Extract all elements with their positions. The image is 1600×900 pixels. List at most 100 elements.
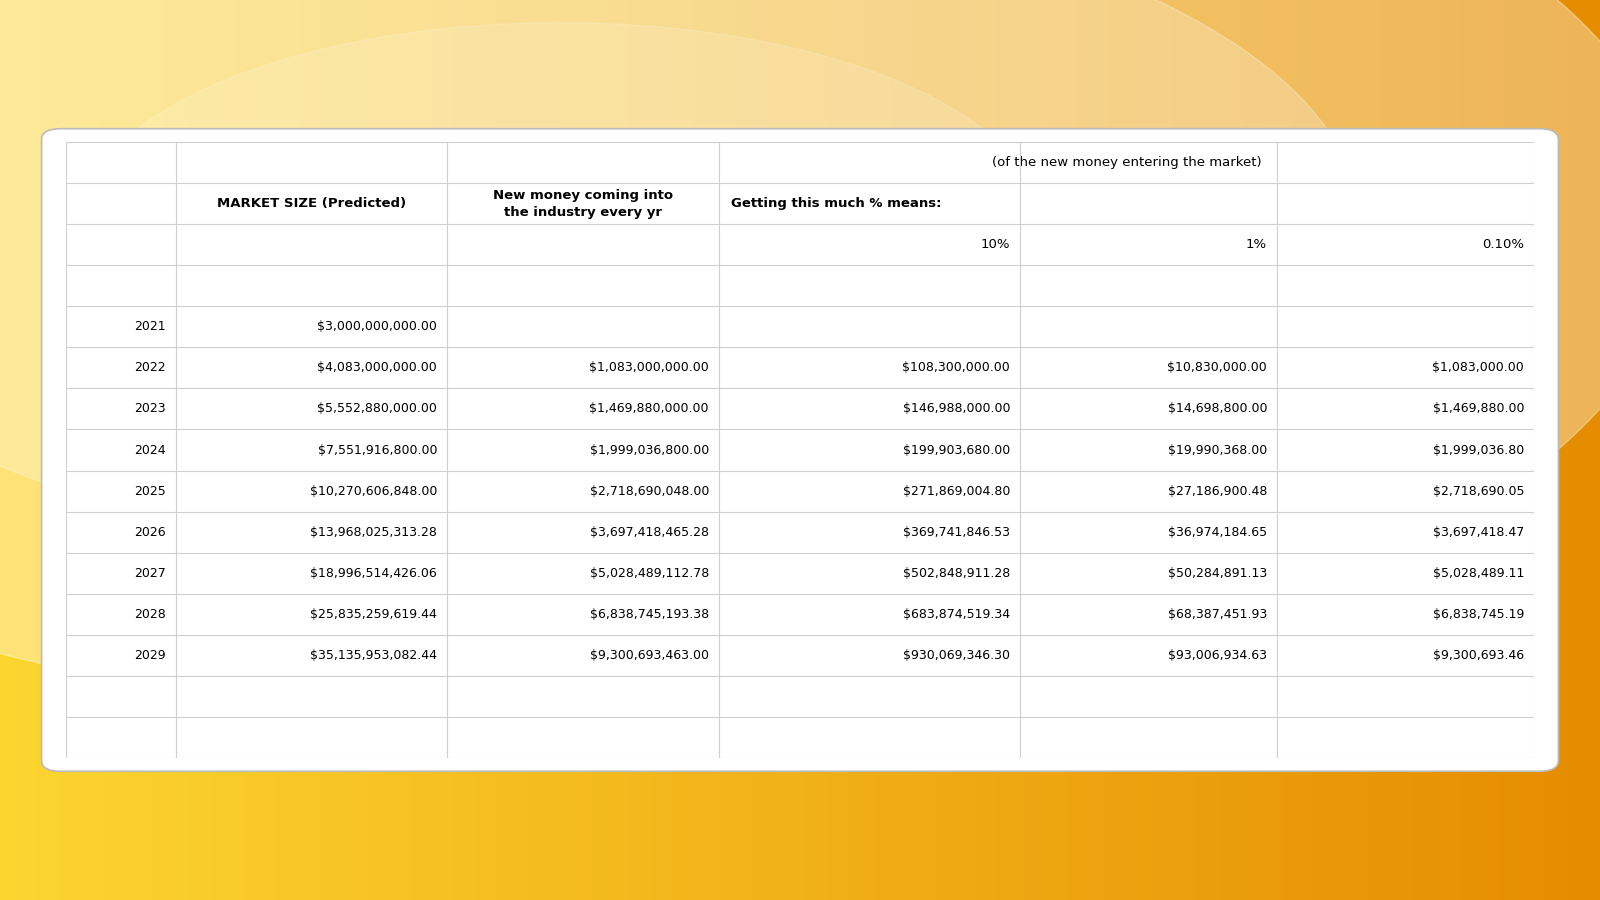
Text: 2022: 2022 [134, 362, 165, 374]
Bar [1003, 0, 1008, 900]
Bar [1120, 0, 1125, 900]
Bar [16, 0, 21, 900]
Bar [821, 0, 827, 900]
Bar [1509, 0, 1515, 900]
Bar [1157, 0, 1163, 900]
Bar [933, 0, 939, 900]
Bar [1131, 0, 1136, 900]
Bar [1184, 0, 1189, 900]
Bar [181, 0, 187, 900]
Text: $10,830,000.00: $10,830,000.00 [1168, 362, 1267, 374]
Bar [635, 0, 640, 900]
Bar [704, 0, 709, 900]
Bar [640, 0, 645, 900]
Text: $18,996,514,426.06: $18,996,514,426.06 [310, 567, 437, 580]
Bar [1552, 0, 1557, 900]
Bar [1264, 0, 1269, 900]
Bar [389, 0, 395, 900]
Bar [48, 0, 53, 900]
Bar [539, 0, 544, 900]
Text: 2025: 2025 [134, 484, 165, 498]
Bar [763, 0, 768, 900]
Bar [1333, 0, 1339, 900]
Bar [501, 0, 507, 900]
Bar [1573, 0, 1579, 900]
Bar [453, 0, 459, 900]
Bar [1499, 0, 1504, 900]
Bar [192, 0, 197, 900]
Bar [240, 0, 245, 900]
Bar [347, 0, 352, 900]
Bar [816, 0, 821, 900]
Text: $35,135,953,082.44: $35,135,953,082.44 [310, 649, 437, 662]
Bar [923, 0, 928, 900]
Bar [1237, 0, 1243, 900]
Bar [176, 0, 181, 900]
Bar [1429, 0, 1435, 900]
Bar [1285, 0, 1291, 900]
Text: $930,069,346.30: $930,069,346.30 [902, 649, 1010, 662]
Bar [709, 0, 715, 900]
Text: 2026: 2026 [134, 526, 165, 538]
Bar [459, 0, 464, 900]
Text: $7,551,916,800.00: $7,551,916,800.00 [318, 444, 437, 456]
Bar [1440, 0, 1445, 900]
Bar [139, 0, 144, 900]
Text: $5,552,880,000.00: $5,552,880,000.00 [317, 402, 437, 416]
Bar [0, 0, 5, 900]
Bar [1525, 0, 1531, 900]
Bar [1557, 0, 1563, 900]
Bar [267, 0, 272, 900]
Bar [1520, 0, 1525, 900]
Bar [971, 0, 976, 900]
Bar [1408, 0, 1413, 900]
Bar [1195, 0, 1200, 900]
Bar [59, 0, 64, 900]
FancyBboxPatch shape [42, 129, 1558, 771]
Bar [1056, 0, 1061, 900]
Bar [229, 0, 235, 900]
Text: $2,718,690.05: $2,718,690.05 [1432, 484, 1525, 498]
Bar [379, 0, 384, 900]
Bar [1536, 0, 1541, 900]
Bar [741, 0, 747, 900]
Bar [1435, 0, 1440, 900]
Bar [1397, 0, 1403, 900]
Text: $36,974,184.65: $36,974,184.65 [1168, 526, 1267, 538]
Bar [149, 0, 155, 900]
Bar [1317, 0, 1323, 900]
Bar [91, 0, 96, 900]
Text: $25,835,259,619.44: $25,835,259,619.44 [310, 608, 437, 621]
Bar [1259, 0, 1264, 900]
Text: $1,083,000.00: $1,083,000.00 [1432, 362, 1525, 374]
Bar [144, 0, 149, 900]
Bar [1216, 0, 1221, 900]
Bar [1083, 0, 1088, 900]
Text: $14,698,800.00: $14,698,800.00 [1168, 402, 1267, 416]
Bar [592, 0, 597, 900]
Bar [1344, 0, 1349, 900]
Bar [304, 0, 309, 900]
Bar [544, 0, 549, 900]
Bar [667, 0, 672, 900]
Bar [1221, 0, 1227, 900]
Bar [677, 0, 683, 900]
Bar [672, 0, 677, 900]
Text: $3,697,418.47: $3,697,418.47 [1434, 526, 1525, 538]
Bar [768, 0, 773, 900]
Bar [507, 0, 512, 900]
Bar [512, 0, 517, 900]
Bar [1328, 0, 1333, 900]
Text: $68,387,451.93: $68,387,451.93 [1168, 608, 1267, 621]
Bar [960, 0, 965, 900]
Text: $5,028,489.11: $5,028,489.11 [1432, 567, 1525, 580]
Bar [1376, 0, 1381, 900]
Bar [624, 0, 629, 900]
Bar [1445, 0, 1451, 900]
Bar [1541, 0, 1547, 900]
Bar [939, 0, 944, 900]
Bar [629, 0, 635, 900]
Bar [656, 0, 661, 900]
Bar [1568, 0, 1573, 900]
Bar [1355, 0, 1360, 900]
